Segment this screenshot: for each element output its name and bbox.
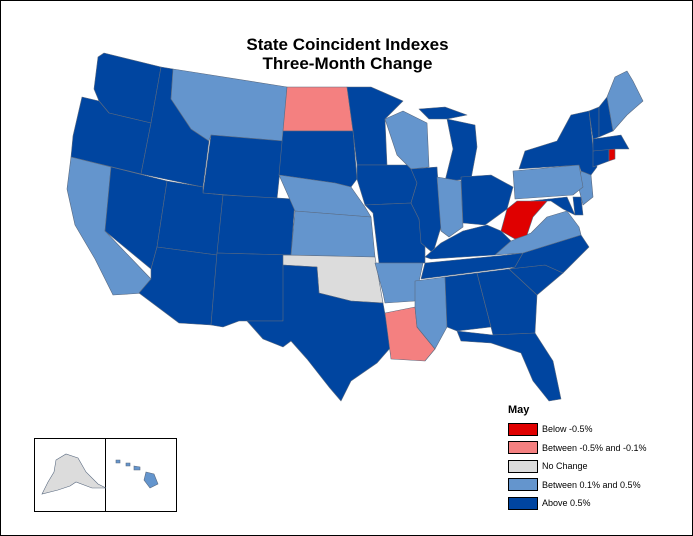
inset-divider (105, 439, 106, 511)
state-nm (210, 252, 292, 328)
map-title-line-1: State Coincident Indexes (246, 35, 449, 54)
legend-title: May (508, 404, 530, 416)
legend-item-between-neg-0-5-and-neg-0-1: Between -0.5% and -0.1% (508, 439, 688, 458)
state-al (444, 272, 492, 332)
legend-label: Above 0.5% (542, 498, 591, 509)
state-ar (374, 262, 424, 304)
state-ak (41, 453, 107, 495)
state-in (436, 176, 464, 238)
legend-label: Below -0.5% (542, 424, 593, 435)
state-co (216, 194, 296, 256)
state-fl (456, 330, 562, 402)
legend-swatch (508, 459, 538, 473)
legend-swatch (508, 478, 538, 492)
legend-swatch (508, 441, 538, 455)
state-hi (115, 459, 159, 489)
legend-item-between-0-1-and-0-5: Between 0.1% and 0.5% (508, 476, 688, 495)
map-title-line-2: Three-Month Change (262, 54, 433, 73)
state-ia (356, 164, 418, 206)
map-title: State Coincident Indexes Three-Month Cha… (1, 35, 692, 73)
legend-item-below-neg-0-5: Below -0.5% (508, 420, 688, 439)
legend-swatch (508, 496, 538, 510)
legend-label: Between -0.5% and -0.1% (542, 442, 647, 453)
legend: May Below -0.5% Between -0.5% and -0.1% … (508, 404, 688, 513)
legend-label: No Change (542, 461, 588, 472)
state-ny (518, 110, 598, 176)
state-wi (384, 110, 430, 170)
state-ma (592, 134, 630, 152)
state-md (530, 196, 576, 216)
legend-swatch (508, 422, 538, 436)
state-wy (202, 134, 284, 200)
legend-item-above-0-5: Above 0.5% (508, 494, 688, 513)
alaska-hawaii-inset (34, 438, 177, 512)
state-tx (246, 264, 392, 402)
state-nd (282, 86, 354, 132)
state-de (572, 196, 584, 216)
state-mn (346, 86, 404, 166)
state-pa (512, 164, 584, 200)
legend-item-no-change: No Change (508, 457, 688, 476)
state-ct (592, 148, 610, 168)
state-ks (290, 210, 376, 258)
state-ri (608, 148, 616, 162)
legend-label: Between 0.1% and 0.5% (542, 479, 641, 490)
state-me (606, 70, 644, 132)
